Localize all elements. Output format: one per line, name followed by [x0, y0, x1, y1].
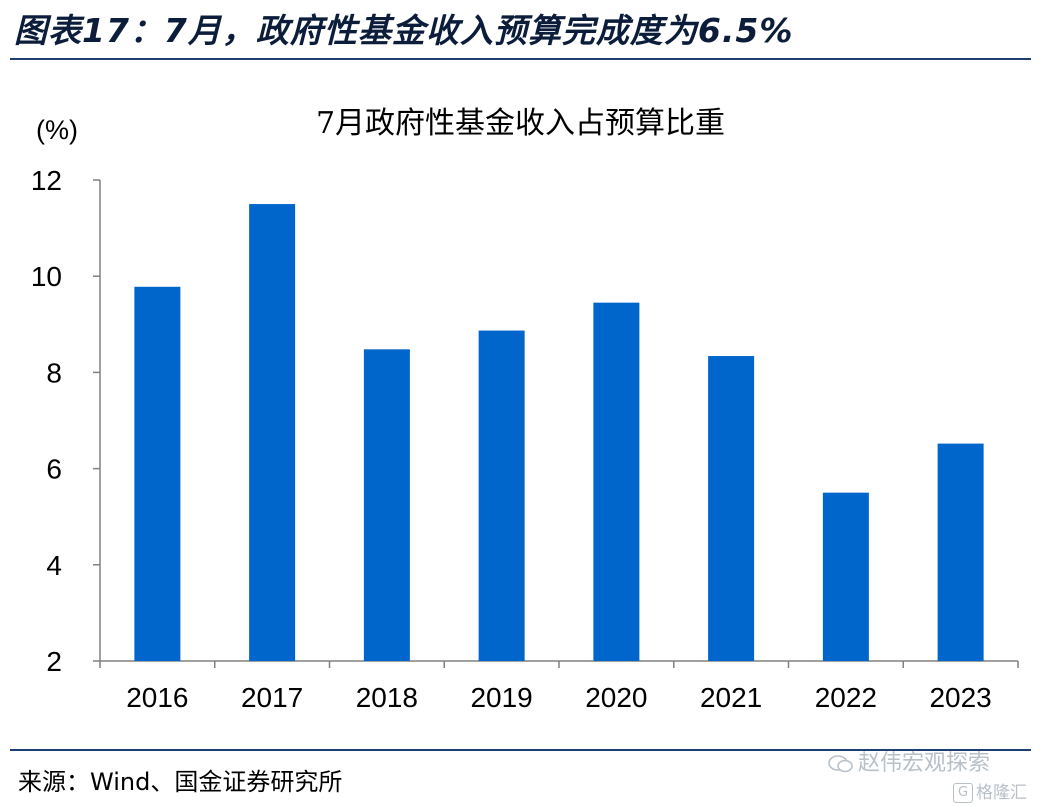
x-tick-label: 2018 [356, 682, 418, 713]
bar-2017 [249, 204, 296, 662]
bar-2022 [822, 492, 869, 661]
x-tick-label: 2017 [241, 682, 303, 713]
bar-2020 [593, 302, 640, 661]
chart-title: 7月政府性基金收入占预算比重 [315, 106, 726, 141]
x-tick-label: 2016 [126, 682, 188, 713]
y-tick-label: 12 [31, 165, 62, 196]
figure-title: 图表17：7月，政府性基金收入预算完成度为6.5% [14, 11, 794, 50]
watermark: 赵伟宏观探索 [828, 745, 990, 777]
bar-2018 [363, 349, 410, 661]
y-tick-label: 6 [46, 454, 62, 485]
bar-2021 [708, 356, 755, 661]
brand-logo-text: 格隆汇 [976, 783, 1027, 803]
x-tick-label: 2023 [929, 682, 991, 713]
brand-logo: G 格隆汇 [953, 778, 1027, 803]
wechat-icon [828, 755, 853, 773]
x-tick-label: 2021 [700, 682, 762, 713]
bar-2023 [937, 443, 984, 661]
y-axis-unit-label: (%) [36, 115, 78, 145]
watermark-text: 赵伟宏观探索 [858, 751, 991, 776]
source-divider [10, 749, 1031, 751]
x-tick-label: 2020 [585, 682, 647, 713]
brand-logo-icon: G [953, 783, 973, 803]
y-tick-label: 8 [46, 357, 62, 388]
title-divider [10, 58, 1031, 60]
bar-2016 [134, 286, 181, 661]
y-tick-label: 2 [46, 646, 62, 677]
x-tick-label: 2022 [815, 682, 877, 713]
y-tick-label: 4 [46, 550, 62, 581]
bar-2019 [478, 330, 525, 661]
y-tick-label: 10 [31, 261, 62, 292]
source-note: 来源：Wind、国金证券研究所 [18, 768, 343, 796]
x-tick-label: 2019 [470, 682, 532, 713]
